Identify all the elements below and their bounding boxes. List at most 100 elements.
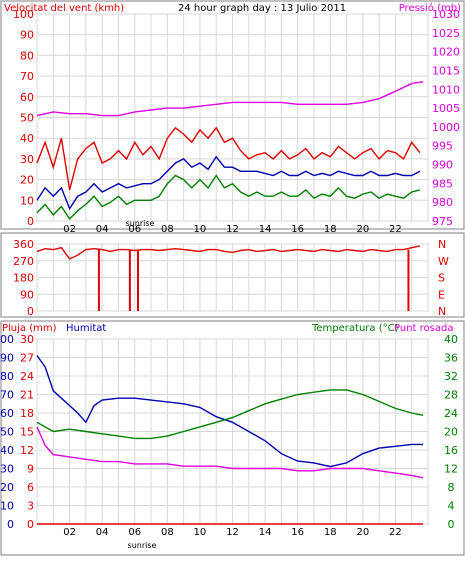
direction-tick-label: 90 (20, 288, 34, 301)
temperature-humidity-panel: Pluja (mm) Humitat Temperatura (°C) Punt… (0, 320, 465, 556)
direction-tick-label: 0 (27, 305, 34, 318)
humidity-tick-label: 100 (0, 333, 14, 346)
temperature-tick-label: 28 (444, 389, 458, 402)
rain-tick-label: 15 (20, 426, 34, 439)
compass-letter: S (438, 272, 445, 285)
direction-tick-label: 180 (13, 272, 34, 285)
pressure-label: Pressió (mb) (399, 2, 461, 14)
left-tick-label: 60 (20, 91, 34, 104)
temperature-tick-label: 0 (448, 518, 455, 531)
left-tick-label: 10 (20, 194, 34, 207)
right-tick-label: 1030 (432, 8, 460, 21)
temperature-tick-label: 4 (448, 500, 455, 513)
series-line-0 (36, 126, 421, 191)
rain-tick-label: 24 (20, 370, 34, 383)
chart-title: 24 hour graph day : 13 Julio 2011 (178, 3, 346, 14)
right-tick-label: 980 (432, 196, 453, 209)
left-tick-label: 80 (20, 49, 34, 62)
rain-tick-label: 0 (27, 518, 34, 531)
right-tick-label: 1025 (432, 27, 460, 40)
x-tick-label: 12 (226, 224, 239, 235)
temperature-tick-label: 8 (448, 481, 455, 494)
compass-letter: N (438, 238, 446, 251)
rain-tick-label: 12 (20, 444, 34, 457)
direction-line (36, 245, 421, 260)
temperature-tick-label: 24 (444, 407, 458, 420)
x-tick-label: 14 (259, 224, 272, 235)
x-tick-label: 20 (356, 224, 369, 235)
right-tick-label: 995 (432, 140, 453, 153)
x-tick-label: 14 (259, 527, 272, 538)
compass-letter: N (438, 305, 446, 318)
right-tick-label: 1010 (432, 83, 460, 96)
temperature-tick-label: 32 (444, 370, 458, 383)
humidity-tick-label: 30 (0, 463, 14, 476)
x-tick-label: 18 (324, 527, 337, 538)
sunrise-label: sunrise (126, 219, 155, 228)
right-tick-label: 1005 (432, 102, 460, 115)
temperature-tick-label: 12 (444, 463, 458, 476)
left-tick-label: 100 (13, 8, 34, 21)
right-tick-label: 1015 (432, 64, 460, 77)
left-tick-label: 30 (20, 153, 34, 166)
temperature-tick-label: 36 (444, 352, 458, 365)
left-tick-label: 70 (20, 70, 34, 83)
left-tick-label: 40 (20, 132, 34, 145)
dewpoint-label: Punt rosada (394, 323, 453, 334)
x-tick-label: 02 (63, 527, 76, 538)
rain-tick-label: 18 (20, 407, 34, 420)
left-tick-label: 20 (20, 174, 34, 187)
x-tick-label: 16 (291, 527, 304, 538)
rain-tick-label: 9 (27, 463, 34, 476)
rain-tick-label: 3 (27, 500, 34, 513)
right-tick-label: 975 (432, 215, 453, 228)
wind-pressure-panel: Velocitat del vent (kmh) 24 hour graph d… (0, 0, 465, 235)
humidity-tick-label: 80 (0, 370, 14, 383)
left-tick-label: 90 (20, 29, 34, 42)
humidity-tick-label: 60 (0, 407, 14, 420)
x-tick-label: 16 (291, 224, 304, 235)
humidity-tick-label: 10 (0, 500, 14, 513)
rain-tick-label: 6 (27, 481, 34, 494)
x-tick-label: 22 (389, 224, 402, 235)
humidity-tick-label: 20 (0, 481, 14, 494)
x-tick-label: 18 (324, 224, 337, 235)
series-line-1 (36, 155, 421, 211)
x-tick-label: 10 (194, 527, 207, 538)
compass-letter: W (438, 255, 449, 268)
x-tick-label: 06 (128, 224, 141, 235)
x-tick-label: 02 (63, 224, 76, 235)
x-tick-label: 22 (389, 527, 402, 538)
temperature-tick-label: 20 (444, 426, 458, 439)
humidity-tick-label: 90 (0, 352, 14, 365)
direction-tick-label: 270 (13, 255, 34, 268)
temperature-label: Temperatura (°C) (311, 323, 399, 334)
humidity-tick-label: 40 (0, 444, 14, 457)
wind-direction-panel: 0 N 90 E 180 S 270 W 360 N (0, 232, 465, 318)
right-tick-label: 985 (432, 177, 453, 190)
x-tick-label: 08 (161, 527, 174, 538)
wind-speed-label: Velocitat del vent (kmh) (4, 3, 124, 14)
compass-letter: E (438, 288, 445, 301)
left-tick-label: 50 (20, 112, 34, 125)
humidity-tick-label: 70 (0, 389, 14, 402)
series-line-1 (36, 355, 424, 468)
x-tick-label: 08 (161, 224, 174, 235)
left-tick-label: 0 (27, 215, 34, 228)
right-tick-label: 1000 (432, 121, 460, 134)
right-tick-label: 990 (432, 159, 453, 172)
humidity-label: Humitat (66, 323, 106, 334)
rain-tick-label: 21 (20, 389, 34, 402)
x-tick-label: 12 (226, 527, 239, 538)
humidity-tick-label: 0 (7, 518, 14, 531)
x-tick-label: 10 (194, 224, 207, 235)
x-tick-label: 06 (128, 527, 141, 538)
sunrise-label-bottom: sunrise (128, 541, 157, 550)
direction-tick-label: 360 (13, 238, 34, 251)
humidity-tick-label: 50 (0, 426, 14, 439)
x-tick-label: 20 (356, 527, 369, 538)
rain-tick-label: 30 (20, 333, 34, 346)
x-tick-label: 04 (96, 224, 109, 235)
series-line-3 (36, 81, 424, 117)
